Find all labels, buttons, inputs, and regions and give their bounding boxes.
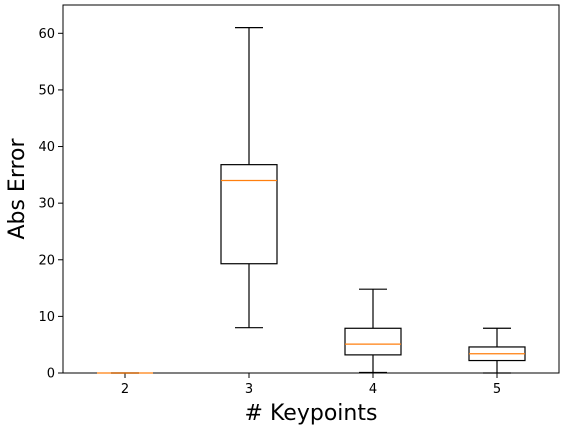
box-iqr — [220, 164, 278, 265]
plot-area — [62, 4, 560, 374]
y-tick-label: 40 — [38, 140, 55, 155]
box-4 — [344, 288, 402, 374]
y-tick-label: 60 — [38, 27, 55, 42]
box-series — [97, 27, 526, 374]
x-tick-label: 2 — [121, 382, 129, 397]
x-axis-title: # Keypoints — [245, 401, 378, 426]
y-tick-label: 30 — [38, 197, 55, 212]
box-iqr — [344, 327, 402, 356]
y-tick-label: 50 — [38, 83, 55, 98]
y-tick-label: 20 — [38, 253, 55, 268]
x-axis-ticks: 2 3 4 5 — [121, 373, 501, 397]
y-tick-label: 10 — [38, 310, 55, 325]
y-tick-label: 0 — [47, 367, 55, 382]
box-3 — [220, 27, 278, 329]
box-5 — [468, 327, 526, 374]
x-tick-label: 5 — [493, 382, 501, 397]
y-axis-title: Abs Error — [5, 138, 30, 240]
x-tick-label: 4 — [369, 382, 377, 397]
y-axis-ticks: 0 10 20 30 40 50 60 — [38, 27, 63, 382]
x-tick-label: 3 — [245, 382, 253, 397]
